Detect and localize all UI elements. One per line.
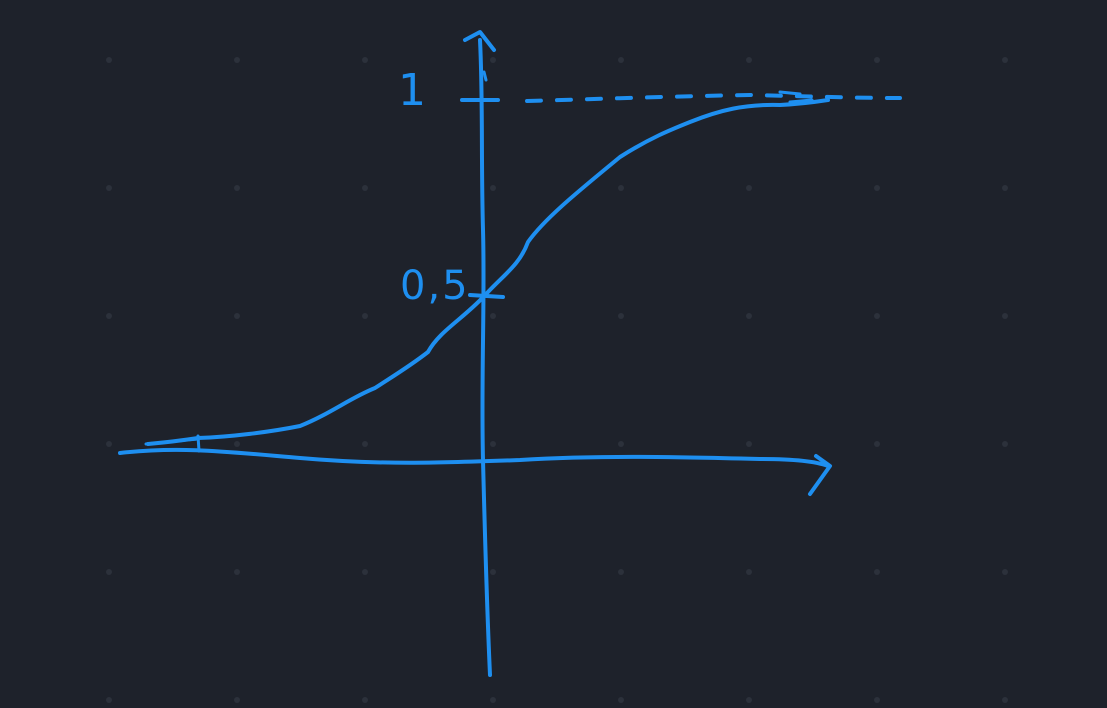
- grid-dot: [618, 441, 624, 447]
- grid-dot: [874, 313, 880, 319]
- grid-dot: [234, 697, 240, 703]
- ink-strokes: 1 0,5: [118, 30, 902, 677]
- grid-dot: [618, 313, 624, 319]
- label-half: 0,5: [400, 263, 470, 309]
- dot-grid: [106, 57, 1008, 703]
- grid-dot: [106, 441, 112, 447]
- grid-dot: [618, 697, 624, 703]
- grid-dot: [490, 313, 496, 319]
- asymptote-dashed-line: [525, 93, 902, 103]
- grid-dot: [746, 441, 752, 447]
- grid-dot: [234, 441, 240, 447]
- grid-dot: [1002, 441, 1008, 447]
- grid-dot: [746, 313, 752, 319]
- grid-dot: [490, 697, 496, 703]
- grid-dot: [1002, 313, 1008, 319]
- grid-dot: [234, 313, 240, 319]
- grid-dot: [362, 569, 368, 575]
- grid-dot: [874, 441, 880, 447]
- grid-dot: [106, 185, 112, 191]
- grid-dot: [1002, 569, 1008, 575]
- grid-dot: [234, 569, 240, 575]
- grid-dot: [234, 57, 240, 63]
- grid-dot: [618, 185, 624, 191]
- grid-dot: [490, 441, 496, 447]
- sigmoid-curve: [146, 98, 830, 446]
- grid-dot: [362, 313, 368, 319]
- grid-dot: [490, 57, 496, 63]
- grid-dot: [106, 313, 112, 319]
- grid-dot: [874, 569, 880, 575]
- label-one: 1: [398, 65, 426, 116]
- grid-dot: [362, 57, 368, 63]
- y-axis-arrowhead: [463, 30, 496, 52]
- y-axis-line: [478, 38, 492, 677]
- grid-dot: [362, 441, 368, 447]
- x-axis-line: [118, 447, 830, 468]
- grid-dot: [746, 185, 752, 191]
- grid-dot: [874, 185, 880, 191]
- grid-dot: [490, 185, 496, 191]
- grid-dot: [106, 697, 112, 703]
- grid-dot: [1002, 185, 1008, 191]
- curve-end-scribble: [778, 90, 814, 104]
- grid-dot: [106, 57, 112, 63]
- grid-dot: [106, 569, 112, 575]
- grid-dot: [234, 185, 240, 191]
- grid-dot: [618, 569, 624, 575]
- grid-dot: [746, 697, 752, 703]
- grid-dot: [490, 569, 496, 575]
- grid-dot: [362, 185, 368, 191]
- grid-dot: [1002, 57, 1008, 63]
- grid-dot: [618, 57, 624, 63]
- grid-dot: [746, 57, 752, 63]
- grid-dot: [746, 569, 752, 575]
- curve-dashed-tail: [144, 437, 200, 446]
- grid-dot: [1002, 697, 1008, 703]
- grid-dot: [874, 57, 880, 63]
- grid-dot: [874, 697, 880, 703]
- curve-nick: [196, 434, 201, 453]
- grid-dot: [362, 697, 368, 703]
- x-axis-arrowhead: [808, 454, 832, 496]
- tick-one-hook: [482, 70, 488, 82]
